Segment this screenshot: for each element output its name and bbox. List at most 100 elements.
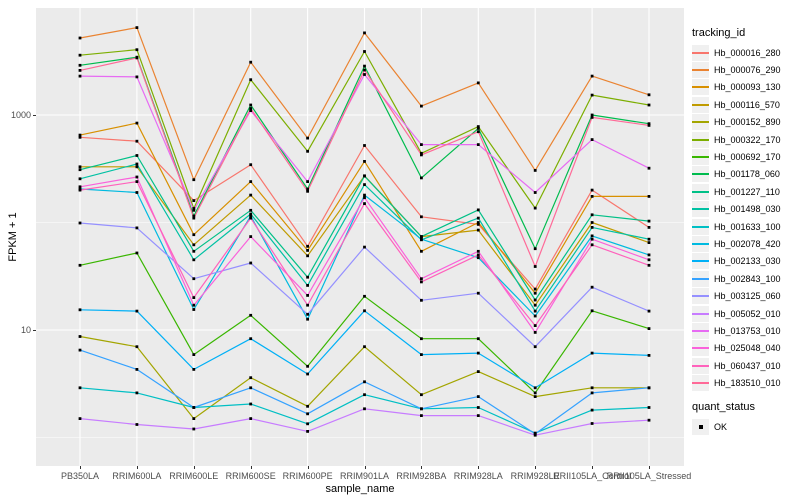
data-point (306, 254, 309, 258)
data-point (192, 216, 196, 220)
legend-key-line-icon (692, 312, 709, 315)
x-tick-label: RRIM928BA (396, 471, 447, 481)
legend-item-Hb_002843_100: Hb_002843_100 (692, 270, 798, 287)
x-tick-label: RRIM600LA (112, 471, 162, 481)
x-tick-mark (649, 466, 650, 469)
data-point (590, 221, 594, 224)
data-point (533, 247, 537, 251)
data-point (647, 406, 651, 409)
data-point (306, 412, 309, 416)
x-tick-label: RRIM600PE (282, 471, 333, 481)
legend-item-label: Hb_060437_010 (714, 360, 781, 371)
data-point (192, 258, 196, 262)
data-point (533, 314, 537, 318)
data-point (306, 136, 309, 140)
data-point (249, 193, 253, 197)
data-point (306, 149, 309, 153)
legend-key (692, 131, 709, 148)
legend-key-line-icon (692, 121, 709, 124)
legend-key-line-icon (692, 208, 709, 211)
data-point (249, 78, 253, 82)
data-point (647, 237, 651, 241)
legend-key-line-icon (692, 103, 709, 106)
data-point (420, 277, 423, 281)
legend-key (692, 253, 709, 270)
data-point (476, 370, 480, 373)
data-point (647, 93, 651, 97)
data-point (363, 309, 366, 313)
data-point (533, 386, 537, 390)
legend-item-label: Hb_025048_040 (714, 343, 781, 354)
legend-title-tracking-id: tracking_id (692, 27, 746, 39)
data-point (590, 188, 594, 192)
legend-key-line-icon (692, 69, 709, 72)
x-tick-label: RRIM600SE (225, 471, 276, 481)
legend-key (692, 288, 709, 305)
data-point (249, 180, 253, 183)
data-point (78, 53, 82, 57)
data-point (363, 183, 366, 186)
data-point (647, 386, 651, 390)
legend-key (692, 149, 709, 166)
data-point (590, 237, 594, 241)
data-point (420, 151, 423, 155)
data-point (78, 308, 82, 312)
data-point (590, 93, 594, 97)
data-point (590, 243, 594, 247)
data-point (476, 125, 480, 128)
legend-key-line-icon (692, 173, 709, 176)
legend-key (692, 114, 709, 131)
data-point (647, 103, 651, 107)
legend-item-label: Hb_003125_060 (714, 291, 781, 302)
data-point (647, 263, 651, 267)
data-point (192, 178, 196, 182)
x-tick-mark (421, 466, 423, 469)
x-tick-mark (136, 466, 138, 469)
data-point (420, 353, 423, 356)
legend-item-Hb_025048_040: Hb_025048_040 (692, 340, 798, 357)
legend-items: Hb_000016_280 Hb_000076_290 Hb_000093_130 H… (692, 44, 798, 392)
data-point (249, 103, 253, 107)
legend-item-label: Hb_000093_130 (714, 82, 781, 93)
data-point (249, 235, 253, 238)
data-point (590, 386, 594, 390)
square-point-icon (698, 424, 703, 429)
data-point (192, 214, 196, 218)
data-point (590, 74, 594, 78)
data-point (249, 386, 253, 390)
data-point (135, 251, 139, 255)
data-point (78, 69, 82, 72)
data-point (363, 202, 366, 205)
y-tick-label: 1000 (10, 110, 31, 120)
legend-key-line-icon (692, 382, 709, 385)
x-tick-mark (364, 466, 366, 469)
legend-title-quant-status: quant_status (692, 400, 755, 413)
legend-key-line-icon (692, 364, 709, 367)
legend-item-label: OK (714, 421, 728, 432)
data-point (363, 50, 366, 53)
legend-item-Hb_000093_130: Hb_000093_130 (692, 79, 798, 96)
data-point (590, 391, 594, 395)
data-point (590, 408, 594, 412)
legend-item-label: Hb_002843_100 (714, 273, 781, 284)
legend-key-line-icon (692, 86, 709, 89)
data-point (249, 212, 253, 216)
data-point (192, 243, 196, 247)
data-point (476, 351, 480, 355)
data-point (192, 296, 196, 299)
data-point (306, 189, 309, 193)
data-point (476, 395, 480, 398)
data-point (647, 327, 651, 330)
legend-item-Hb_000076_290: Hb_000076_290 (692, 61, 798, 79)
data-point (420, 176, 423, 180)
x-tick-mark (592, 466, 594, 469)
data-point (647, 241, 651, 244)
data-point (135, 121, 139, 125)
legend-item-label: Hb_000152_890 (714, 117, 781, 128)
legend-key (692, 305, 709, 322)
data-point (192, 208, 196, 212)
y-axis-title: FPKM + 1 (7, 212, 19, 262)
data-point (306, 317, 309, 321)
legend-key (692, 79, 709, 96)
